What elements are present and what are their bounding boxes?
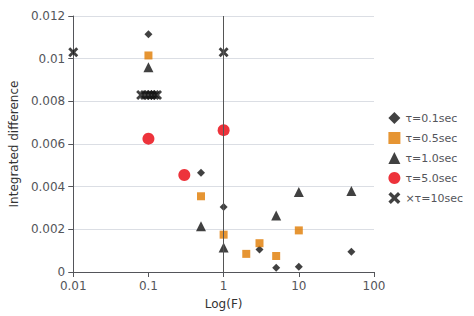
svg-text:0.012: 0.012 [31, 9, 65, 23]
svg-text:τ=0.5sec: τ=0.5sec [405, 132, 457, 145]
svg-text:0.002: 0.002 [31, 222, 65, 236]
svg-text:Log(F): Log(F) [205, 297, 243, 311]
svg-text:100: 100 [363, 279, 386, 293]
svg-text:×τ=10sec: ×τ=10sec [405, 192, 463, 205]
svg-text:0.006: 0.006 [31, 137, 65, 151]
svg-text:0.008: 0.008 [31, 94, 65, 108]
svg-text:10: 10 [291, 279, 306, 293]
svg-text:0: 0 [58, 265, 66, 279]
svg-text:0.1: 0.1 [139, 279, 158, 293]
svg-text:τ=1.0sec: τ=1.0sec [405, 152, 457, 165]
svg-text:0.01: 0.01 [60, 279, 87, 293]
svg-text:τ=0.1sec: τ=0.1sec [405, 112, 457, 125]
svg-text:0.004: 0.004 [31, 180, 65, 194]
svg-text:τ=5.0sec: τ=5.0sec [405, 172, 457, 185]
svg-text:1: 1 [220, 279, 228, 293]
svg-text:0.01: 0.01 [39, 52, 66, 66]
svg-text:Integrated difference: Integrated difference [7, 81, 21, 208]
